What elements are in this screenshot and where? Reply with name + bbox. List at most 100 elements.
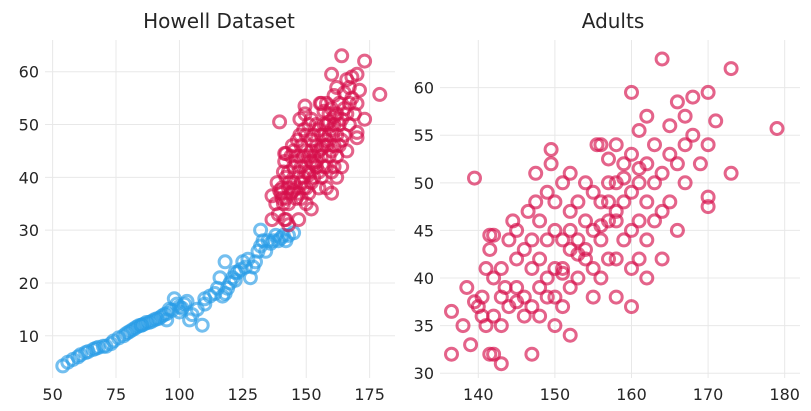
adults-point xyxy=(286,183,302,198)
adults-point xyxy=(585,261,601,276)
adults-point xyxy=(324,185,340,201)
adults-point xyxy=(352,82,367,98)
y-tick-label: 60 xyxy=(19,63,39,82)
adults-point xyxy=(493,318,509,334)
adults-point xyxy=(555,265,571,281)
adults-point xyxy=(547,318,563,334)
adults-point xyxy=(616,156,632,172)
adults-point xyxy=(677,175,693,191)
adults-point xyxy=(520,203,536,219)
adults-point xyxy=(700,84,716,100)
adults-point xyxy=(647,213,662,229)
adults-y-ticks: 30 35 40 45 50 55 60 xyxy=(414,79,434,384)
adults-point xyxy=(562,203,578,219)
adults-point xyxy=(601,194,616,210)
adults-grid xyxy=(440,40,800,378)
adults-point xyxy=(463,337,479,353)
adults-point xyxy=(669,222,685,238)
adults-point xyxy=(501,232,517,248)
adults-x-ticks: 140 150 160 170 180 xyxy=(463,385,800,404)
children-point xyxy=(253,222,269,238)
adults-point xyxy=(562,327,578,343)
x-tick-label: 160 xyxy=(616,385,647,404)
adults-point xyxy=(291,164,307,180)
adults-point xyxy=(324,66,340,82)
x-tick-label: 175 xyxy=(354,385,385,404)
adults-point xyxy=(669,94,685,110)
adults-point xyxy=(723,165,739,181)
adults-point xyxy=(297,98,313,114)
adults-point xyxy=(528,194,544,210)
adults-point xyxy=(647,175,662,191)
adults-point xyxy=(524,261,540,276)
adults-point xyxy=(532,280,548,295)
adults-point xyxy=(532,251,548,267)
children-point xyxy=(217,254,233,270)
adults-point xyxy=(555,299,571,315)
adults-point xyxy=(539,289,555,305)
adults-point xyxy=(291,212,307,228)
adults-point xyxy=(486,308,502,324)
adults-point xyxy=(677,108,693,124)
adults-point xyxy=(528,165,544,181)
adults-point xyxy=(570,246,586,262)
adults-point xyxy=(306,156,322,172)
adults-point xyxy=(482,242,498,257)
adults-point xyxy=(543,142,559,157)
adults-point xyxy=(578,213,593,229)
children-point xyxy=(179,293,195,309)
adults-point xyxy=(639,108,655,124)
adults-point xyxy=(493,356,509,372)
adults-point xyxy=(608,203,624,219)
adults-point xyxy=(547,194,563,210)
adults-point xyxy=(669,156,685,172)
adults-point xyxy=(539,232,555,248)
children-point xyxy=(133,317,149,333)
adults-point xyxy=(616,194,632,210)
adults-points xyxy=(444,51,785,372)
adults-point xyxy=(493,261,509,276)
adults-point xyxy=(444,303,459,319)
howell-points xyxy=(55,48,388,374)
adults-point xyxy=(509,294,525,310)
adults-point xyxy=(509,251,525,267)
adults-point xyxy=(509,222,525,238)
adults-point xyxy=(662,146,678,162)
howell-title: Howell Dataset xyxy=(143,9,295,33)
adults-point xyxy=(593,194,609,210)
adults-point xyxy=(692,156,708,172)
adults-point xyxy=(601,251,616,267)
x-tick-label: 170 xyxy=(693,385,724,404)
y-tick-label: 10 xyxy=(19,327,39,346)
adults-point xyxy=(700,137,716,153)
adults-point xyxy=(631,213,647,229)
howell-grid xyxy=(45,40,395,378)
adults-point xyxy=(547,222,563,238)
howell-x-ticks: 50 75 100 125 150 175 xyxy=(42,385,384,404)
adults-point xyxy=(349,66,365,82)
x-tick-label: 140 xyxy=(463,385,494,404)
adults-point xyxy=(723,61,739,77)
adults-point xyxy=(624,299,639,315)
adults-point xyxy=(677,137,693,153)
adults-point xyxy=(326,109,342,125)
adults-point xyxy=(616,170,632,186)
adults-point xyxy=(624,261,639,276)
adults-point xyxy=(639,194,655,210)
adults-point xyxy=(467,170,482,186)
children-point xyxy=(171,304,187,320)
y-tick-label: 30 xyxy=(414,364,434,383)
adults-point xyxy=(593,137,609,153)
adults-point xyxy=(516,308,532,324)
adults-point xyxy=(339,143,355,159)
adults-point xyxy=(349,95,365,111)
adults-point xyxy=(608,213,624,229)
adults-point xyxy=(486,227,502,243)
adults-point xyxy=(631,123,647,138)
adults-point xyxy=(532,308,548,324)
adults-point xyxy=(608,251,624,267)
adults-point xyxy=(303,143,319,159)
adults-point xyxy=(539,184,555,200)
adults-point xyxy=(662,118,678,134)
